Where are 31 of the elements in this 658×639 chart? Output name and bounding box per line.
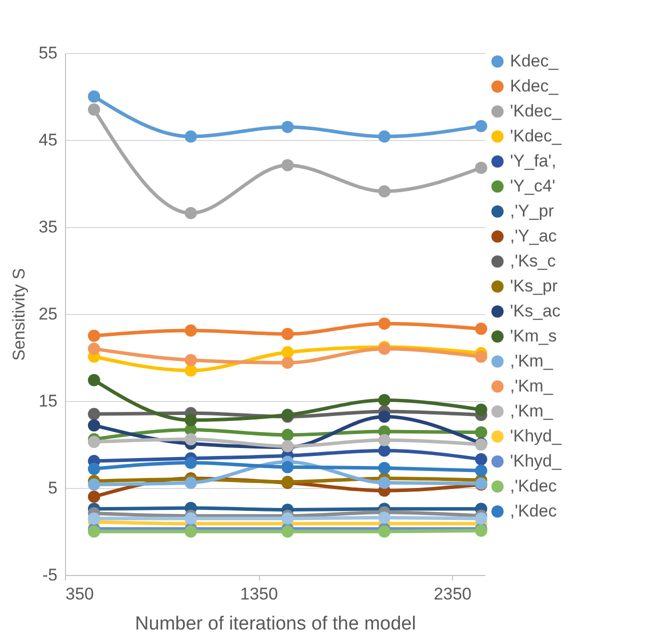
legend-label: 'Ks_ac: [510, 302, 561, 320]
legend-label: ,'Km_: [510, 376, 554, 396]
legend-label: 'Kdec_: [510, 126, 562, 146]
legend-label: 'Y_c4': [510, 176, 556, 196]
y-tick-label: 15: [38, 392, 58, 410]
legend-label: ,'Ks_c: [510, 252, 556, 270]
legend-label: 'Khyd_: [510, 426, 562, 446]
x-tick-label: 2350: [434, 584, 472, 604]
legend-label: ,'Km_: [510, 352, 554, 370]
legend-label: 'Khyd_: [510, 452, 562, 470]
legend-label: 'Km_s: [510, 326, 557, 346]
y-tick-label: 35: [38, 218, 58, 236]
y-axis-title: Sensitivity S: [10, 268, 29, 361]
legend-label: Kdec_: [510, 76, 559, 96]
legend-label: ,'Kdec: [510, 502, 558, 520]
x-tick-label: 1350: [240, 584, 278, 604]
y-tick-label: 55: [38, 44, 58, 62]
legend-label: ,'Km_: [510, 402, 554, 420]
legend-label: ,'Y_ac: [510, 226, 558, 246]
legend-label: 'Y_fa',: [510, 152, 556, 170]
legend-label: 'Kdec_: [510, 102, 562, 120]
y-tick-label: 25: [38, 304, 58, 324]
y-tick-label: -5: [42, 566, 58, 584]
x-axis-title: Number of iterations of the model: [135, 614, 416, 634]
legend-label: ,'Y_pr: [510, 202, 554, 220]
legend-label: Kdec_: [510, 52, 559, 70]
y-tick-label: 5: [48, 478, 58, 498]
x-tick-label: 350: [66, 584, 94, 604]
legend-label: 'Ks_pr: [510, 276, 558, 296]
legend-label: ,'Kdec: [510, 476, 558, 496]
y-tick-label: 45: [38, 130, 58, 150]
